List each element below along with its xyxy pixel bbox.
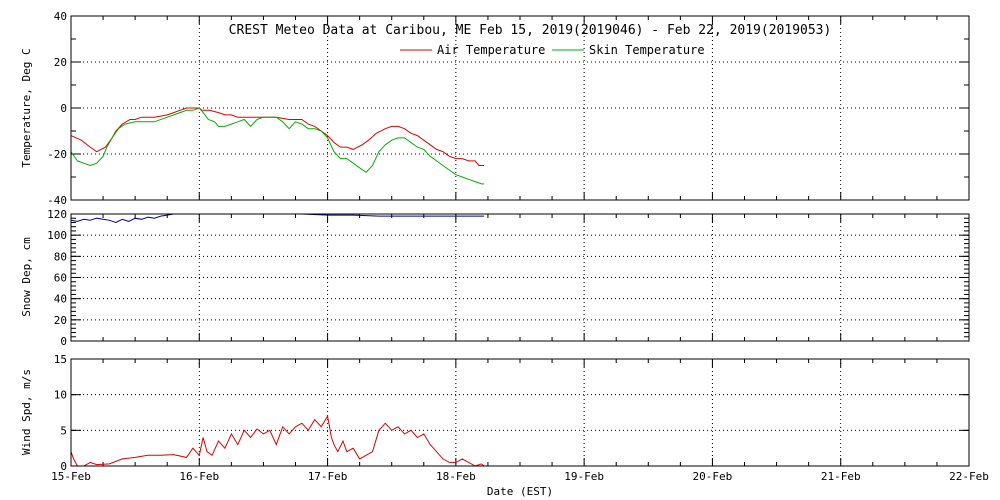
wind-series [70,414,485,467]
temperature-y-tick-label: 20 [54,56,67,69]
temperature-grid [71,16,969,200]
wind-series-line [70,414,485,467]
x-tick-label: 19-Feb [564,470,604,483]
snow-series-line [70,213,485,224]
chart-title: CREST Meteo Data at Caribou, ME Feb 15, … [229,23,832,38]
snow-y-tick-label: 20 [54,314,67,327]
snow-y-tick-label: 60 [54,272,67,285]
legend-air-label: Air Temperature [437,43,545,57]
temperature-y-tick-labels: -40 -20 0 20 40 [47,10,67,207]
legend-skin-label: Skin Temperature [589,43,705,57]
snow-depth-panel: 0 20 40 60 80 100 120 Snow Dep, cm [20,208,970,348]
legend: Air Temperature Skin Temperature [400,43,705,57]
snow-y-tick-label: 100 [47,229,67,242]
wind-y-tick-labels: 0 5 10 15 [54,353,67,473]
snow-grid [71,214,969,341]
wind-y-tick-label: 5 [60,424,67,437]
air-temperature-line [70,107,485,166]
x-tick-label: 16-Feb [179,470,219,483]
wind-y-axis-title: Wind Spd, m/s [20,369,33,455]
wind-frame [70,358,970,467]
skin-temperature-line [70,107,485,185]
temperature-frame [70,15,970,201]
snow-y-tick-label: 80 [54,250,67,263]
temperature-y-tick-label: -20 [47,148,67,161]
x-tick-label: 17-Feb [308,470,348,483]
snow-y-tick-label: 40 [54,293,67,306]
x-tick-label: 20-Feb [693,470,733,483]
snow-series [70,213,485,224]
snow-y-axis-title: Snow Dep, cm [20,237,33,317]
x-tick-label: 21-Feb [821,470,861,483]
wind-ticks [70,358,970,467]
temperature-y-tick-label: 0 [60,102,67,115]
wind-y-tick-label: 15 [54,353,67,366]
x-tick-label: 15-Feb [51,470,91,483]
snow-y-tick-labels: 0 20 40 60 80 100 120 [47,208,67,348]
x-tick-labels: 15-Feb 16-Feb 17-Feb 18-Feb 19-Feb 20-Feb 21-F… [51,470,989,483]
snow-y-tick-label: 120 [47,208,67,221]
temperature-y-tick-label: -40 [47,194,67,207]
x-tick-label: 18-Feb [436,470,476,483]
temperature-panel: -40 -20 0 20 40 Temperature, Deg C Air Tempe… [20,10,970,207]
snow-y-tick-label: 0 [60,335,67,348]
temperature-y-axis-title: Temperature, Deg C [20,48,33,167]
temperature-series [70,107,485,185]
wind-y-tick-label: 0 [60,460,67,473]
x-axis-title: Date (EST) [487,485,553,498]
x-tick-label: 22-Feb [949,470,989,483]
snow-frame [70,213,970,342]
wind-grid [71,359,969,466]
temperature-y-tick-label: 40 [54,10,67,23]
wind-y-tick-label: 10 [54,389,67,402]
